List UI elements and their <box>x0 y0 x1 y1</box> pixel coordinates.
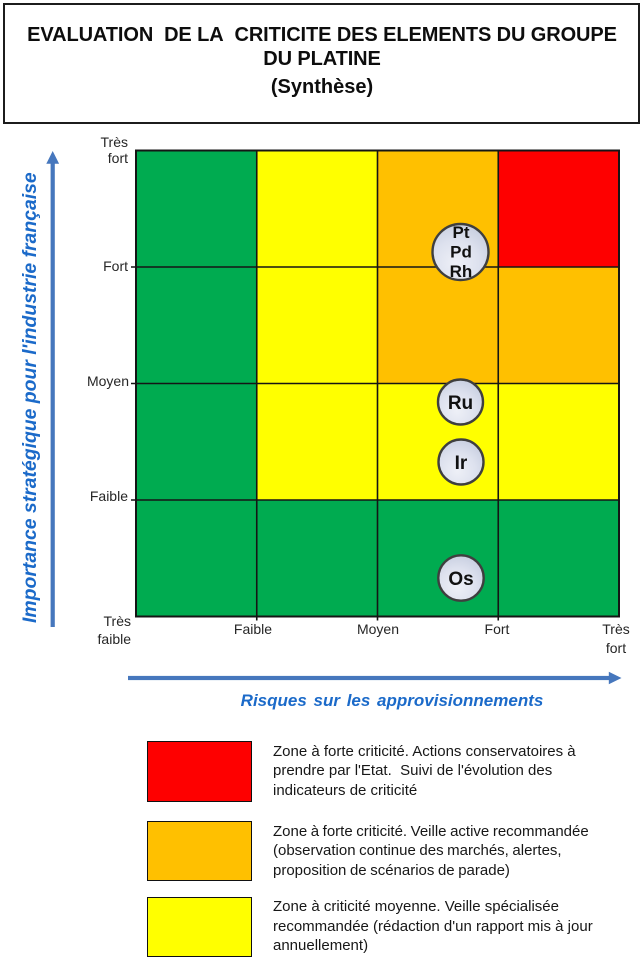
svg-text:Os: Os <box>448 569 473 590</box>
svg-text:Rh: Rh <box>450 262 473 281</box>
svg-text:Ir: Ir <box>455 453 468 474</box>
svg-text:Ru: Ru <box>448 393 473 414</box>
svg-text:Pt: Pt <box>453 223 470 242</box>
svg-text:Pd: Pd <box>450 243 472 262</box>
